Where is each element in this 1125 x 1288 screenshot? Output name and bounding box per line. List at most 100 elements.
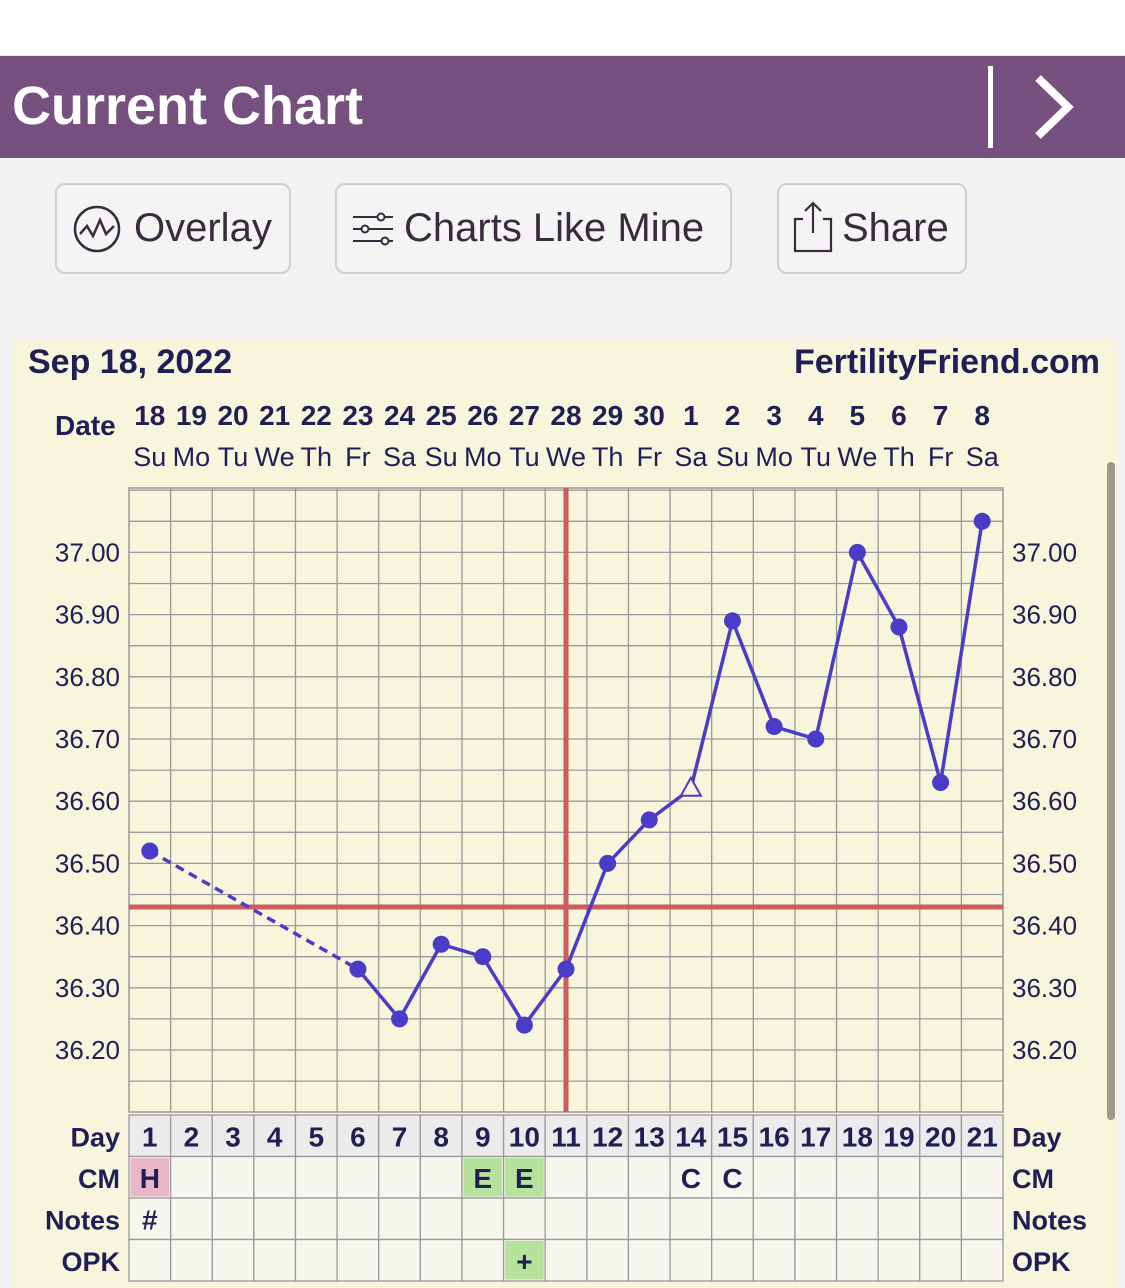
header-bar: Current Chart [0, 56, 1125, 158]
top-strip [0, 0, 1125, 56]
y-tick-label-right: 36.70 [1012, 724, 1077, 754]
temp-point[interactable] [432, 935, 450, 953]
row-entry: C [681, 1163, 701, 1194]
temp-point[interactable] [973, 512, 991, 530]
scrollbar[interactable] [1107, 462, 1115, 1120]
temp-point[interactable] [640, 811, 658, 829]
row-cell [211, 1238, 255, 1282]
temp-point[interactable] [141, 842, 159, 860]
row-entry-bg [505, 1158, 544, 1197]
row-label-right: Day [1012, 1123, 1062, 1153]
day-number: 12 [592, 1122, 623, 1153]
row-cell [711, 1238, 754, 1282]
y-tick-label-left: 36.20 [55, 1035, 120, 1065]
row-entry: C [722, 1163, 742, 1194]
row-cell [835, 1197, 879, 1241]
series-line-segment [564, 862, 610, 970]
date-label: 3 [766, 400, 782, 431]
row-cell [461, 1114, 505, 1158]
y-tick-label-right: 36.80 [1012, 662, 1077, 692]
bbt-chart[interactable]: Sep 18, 2022 FertilityFriend.com Date 18… [12, 340, 1118, 1288]
day-number: 4 [267, 1122, 283, 1153]
row-label-right: CM [1012, 1164, 1054, 1194]
row-cell [669, 1197, 713, 1241]
series-line-segment [814, 552, 860, 740]
date-label: 5 [850, 400, 866, 431]
date-label: 26 [467, 400, 498, 431]
row-cell [419, 1155, 463, 1199]
row-cell [211, 1197, 255, 1241]
date-label: 25 [426, 400, 457, 431]
date-label: 29 [592, 400, 623, 431]
row-cell [711, 1197, 754, 1241]
row-cell [253, 1197, 297, 1241]
y-tick-label-left: 36.60 [55, 786, 120, 816]
date-label: 22 [301, 400, 332, 431]
weekday-label: Tu [800, 442, 831, 472]
date-label: 28 [550, 400, 581, 431]
row-cell [627, 1114, 671, 1158]
weekday-label: Th [592, 442, 624, 472]
date-label: 30 [634, 400, 665, 431]
row-cell [461, 1197, 505, 1241]
chart-brand: FertilityFriend.com [794, 343, 1100, 381]
row-cell [919, 1197, 963, 1241]
row-cell [586, 1197, 630, 1241]
temp-point[interactable] [890, 618, 908, 636]
share-label: Share [842, 206, 949, 250]
y-tick-label-right: 36.50 [1012, 848, 1077, 878]
row-cell [378, 1238, 421, 1282]
temp-point-open[interactable] [679, 775, 703, 797]
temp-point[interactable] [807, 730, 825, 748]
day-number: 10 [509, 1122, 540, 1153]
weekday-label: Sa [966, 442, 1000, 472]
y-tick-label-left: 36.50 [55, 848, 120, 878]
temp-point[interactable] [932, 774, 950, 792]
row-entry-bg [130, 1158, 170, 1197]
temp-point[interactable] [515, 1016, 533, 1034]
temp-point[interactable] [765, 718, 783, 736]
row-entry: H [140, 1163, 160, 1194]
temp-point[interactable] [848, 543, 866, 561]
row-cell [835, 1155, 879, 1199]
y-tick-label-right: 36.20 [1012, 1035, 1077, 1065]
temp-point[interactable] [557, 960, 575, 978]
y-tick-label-left: 36.70 [55, 724, 120, 754]
y-tick-label-right: 37.00 [1012, 537, 1077, 567]
row-cell [544, 1238, 588, 1282]
y-tick-label-left: 36.30 [55, 973, 120, 1003]
row-cell [294, 1155, 338, 1199]
series-line-segment [356, 968, 401, 1021]
row-label-left: CM [78, 1164, 120, 1194]
row-cell [794, 1155, 838, 1199]
row-cell [586, 1238, 630, 1282]
temp-point[interactable] [599, 854, 617, 872]
series-line-segment [689, 620, 735, 790]
row-label-left: Day [70, 1123, 120, 1153]
weekday-label: Fr [637, 442, 662, 472]
row-cell [627, 1155, 671, 1199]
weekday-label: Th [883, 442, 915, 472]
temp-point[interactable] [723, 612, 741, 630]
weekday-label: Mo [173, 442, 211, 472]
row-label-left: OPK [61, 1247, 120, 1277]
row-cell [752, 1238, 796, 1282]
overlay-button[interactable]: Overlay [55, 183, 291, 274]
date-label: 24 [384, 400, 416, 431]
row-entry: E [515, 1163, 534, 1194]
share-button[interactable]: Share [777, 183, 967, 274]
temp-point[interactable] [349, 960, 367, 978]
chart-panel: Sep 18, 2022 FertilityFriend.com Date 18… [12, 340, 1118, 1288]
row-cell [960, 1155, 1004, 1199]
date-label: 19 [176, 400, 207, 431]
y-tick-label-left: 36.80 [55, 662, 120, 692]
weekday-label: Mo [755, 442, 793, 472]
weekday-label: Fr [345, 442, 370, 472]
temp-point[interactable] [391, 1010, 409, 1028]
next-chart-button[interactable] [1024, 72, 1084, 142]
charts-like-mine-button[interactable]: Charts Like Mine [335, 183, 732, 274]
row-cell [253, 1114, 297, 1158]
temp-point[interactable] [474, 948, 492, 966]
overlay-wave-icon [73, 205, 121, 253]
row-cell [419, 1197, 463, 1241]
